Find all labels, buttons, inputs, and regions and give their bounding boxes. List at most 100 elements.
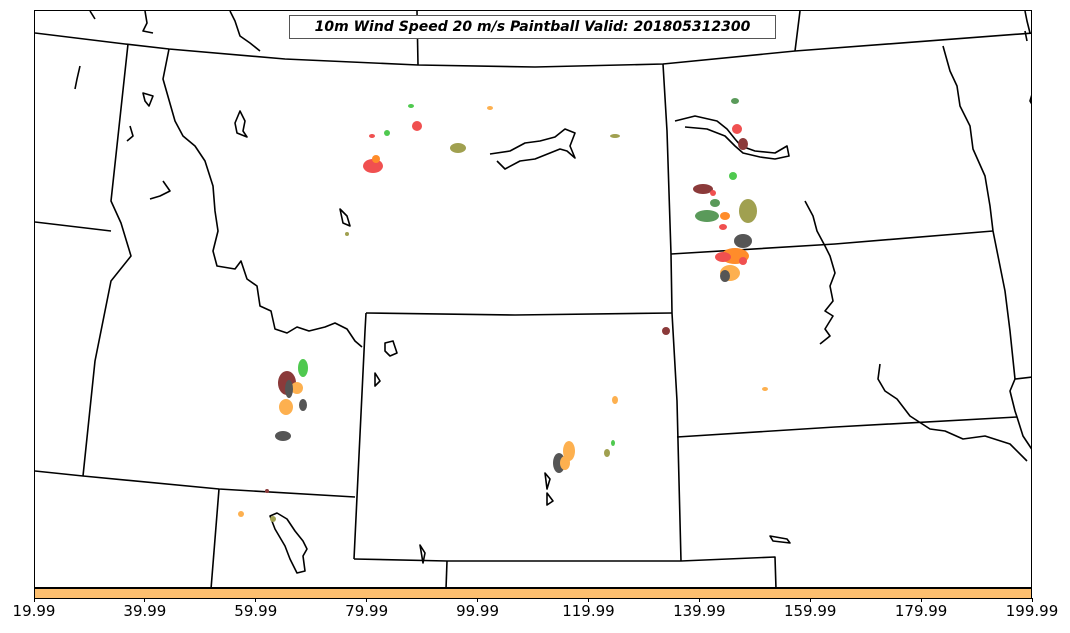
colorbar (34, 588, 1032, 599)
paintball-blob (611, 440, 615, 446)
paintball-blob (720, 270, 730, 282)
colorbar-tick-mark (587, 598, 589, 602)
paintball-blob (279, 399, 293, 415)
paintball-blob (384, 130, 390, 136)
paintball-blob (299, 399, 307, 411)
colorbar-tick-mark (144, 598, 146, 602)
wyoming-south-border (353, 558, 681, 562)
paintball-blob (345, 232, 349, 236)
ia-border (1009, 378, 1031, 450)
paintball-blob (372, 155, 380, 163)
paintball-blob (560, 456, 570, 470)
paintball-blob (762, 387, 768, 391)
fort-peck-lake (489, 128, 576, 170)
paintball-blob (715, 252, 731, 262)
paintball-blob (732, 124, 742, 134)
border-segment (794, 11, 801, 52)
state-boundaries (35, 11, 1031, 587)
paintball-blob (729, 172, 737, 180)
colorbar-tick-mark (477, 598, 479, 602)
map-canvas (35, 11, 1031, 587)
colorbar-tick-label: 79.99 (345, 602, 389, 620)
colorbar-tick-label: 59.99 (234, 602, 278, 620)
montana-east-border (662, 63, 673, 314)
paintball-blob (265, 489, 269, 493)
colorbar-tick-mark (366, 598, 368, 602)
map-area (34, 10, 1032, 588)
paintball-blob (710, 199, 720, 207)
shoreline (126, 125, 134, 142)
colorbar-tick-mark (1031, 598, 1033, 602)
small-lake (419, 544, 426, 564)
mn-border (942, 45, 1031, 380)
nd-sd-border (670, 230, 994, 255)
paintball-blob (610, 134, 620, 138)
lake-border (1024, 11, 1031, 34)
colorbar-tick-mark (809, 598, 811, 602)
paintball-blob (563, 441, 575, 461)
colorbar-tick-mark (255, 598, 257, 602)
map-title: 10m Wind Speed 20 m/s Paintball Valid: 2… (289, 15, 776, 39)
paintball-blob (450, 143, 466, 153)
paintball-blob (719, 224, 727, 230)
wyoming-east-border (671, 312, 682, 562)
ut-south (210, 488, 220, 587)
idaho-montana-border (162, 48, 363, 348)
small-lake (374, 372, 381, 387)
paintball-blob (363, 159, 383, 173)
missouri-river (804, 200, 836, 345)
great-salt-lake (269, 512, 308, 574)
paintball-blob (408, 104, 414, 108)
paintball-blob (739, 257, 747, 265)
ne-border (680, 556, 777, 587)
paintball-blob (612, 396, 618, 404)
missouri-river-se (877, 363, 1028, 462)
shoreline (142, 11, 154, 34)
colorbar-tick-label: 19.99 (12, 602, 56, 620)
shoreline (149, 180, 171, 200)
paintball-blob (291, 382, 303, 394)
paintball-blob (738, 138, 748, 150)
sd-ne-border (676, 416, 1018, 438)
small-lake (384, 340, 398, 357)
colorbar-tick-label: 139.99 (673, 602, 726, 620)
paintball-blob (487, 106, 493, 110)
small-lake (546, 492, 554, 506)
wa-or-border (35, 221, 112, 232)
paintball-blob (285, 380, 293, 398)
paintball-blob (693, 184, 713, 194)
small-lake (339, 208, 351, 227)
idaho-west-border (82, 43, 132, 477)
nv-ut-border (35, 470, 356, 498)
colorbar-tick-label: 199.99 (1005, 602, 1059, 620)
flathead-lake (234, 110, 248, 138)
paintball-blob (270, 516, 276, 522)
colorbar-tick-label: 179.99 (894, 602, 948, 620)
colorbar-tick-mark (920, 598, 922, 602)
paintball-blob (412, 121, 422, 131)
colorbar-tick-mark (698, 598, 700, 602)
shoreline (229, 11, 261, 52)
paintball-blob (734, 234, 752, 248)
paintball-blob (695, 210, 719, 222)
co-border (445, 560, 448, 587)
paintball-blob (720, 212, 730, 220)
colorbar-tick-label: 119.99 (562, 602, 615, 620)
paintball-blob (275, 431, 291, 441)
colorbar-tick-mark (33, 598, 35, 602)
paintball-blob (238, 511, 244, 517)
paintball-blob (710, 190, 716, 196)
small-lake (142, 92, 154, 107)
paintball-blobs (238, 98, 768, 522)
shoreline (74, 65, 81, 90)
lake-sakakawea (674, 115, 790, 160)
paintball-blob (662, 327, 670, 335)
paintball-blob (739, 199, 757, 223)
small-lake (544, 472, 551, 490)
paintball-blob (731, 98, 739, 104)
shoreline (89, 11, 96, 20)
paintball-blob (298, 359, 308, 377)
wyoming-north-border (365, 312, 673, 316)
paintball-blob (369, 134, 375, 138)
shoreline (1029, 94, 1031, 105)
